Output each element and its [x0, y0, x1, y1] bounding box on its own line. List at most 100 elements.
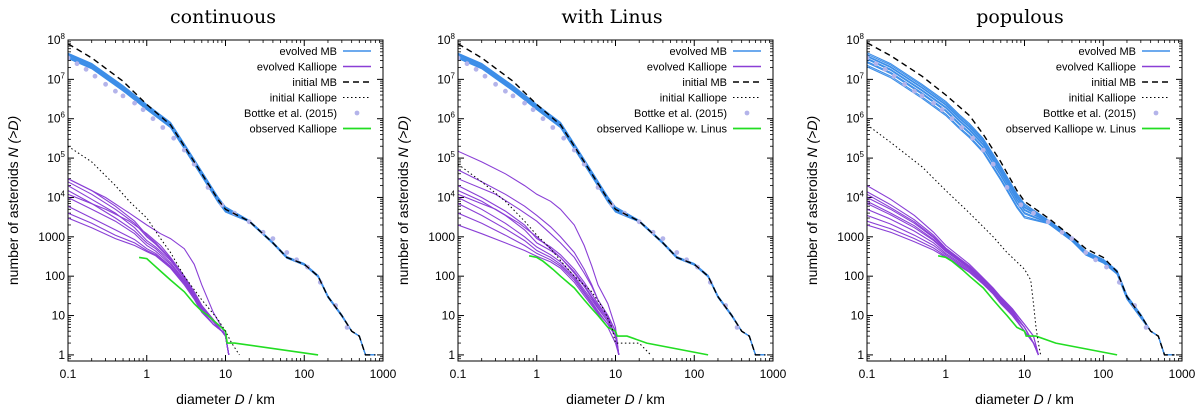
bottke-point: [867, 55, 870, 61]
observed-kalliope-line: [528, 255, 709, 356]
legend-item: initial Kalliope: [270, 93, 371, 105]
x-tick-label: 100: [1093, 367, 1113, 381]
y-axis-label: number of asteroids N (>D): [804, 116, 820, 285]
legend-item: evolved Kalliope: [647, 62, 761, 74]
evolved-kalliope-line: [867, 224, 1039, 356]
bottke-point: [931, 100, 936, 106]
evolved-kalliope-line: [867, 220, 1039, 356]
bottke-point: [939, 107, 945, 113]
legend-item: Bottke et al. (2015): [634, 108, 750, 120]
y-tick-label: 1000: [837, 230, 864, 244]
bottke-point: [132, 100, 138, 106]
legend-item: evolved Kalliope: [257, 62, 371, 74]
legend-item: evolved MB: [280, 46, 371, 58]
y-axis-label-variable: N (>D): [804, 116, 820, 158]
y-axis-label-variable: N (>D): [395, 116, 411, 158]
bottke-point: [919, 93, 925, 99]
y-tick-exponent: 4: [451, 189, 456, 198]
y-tick-base: 10: [47, 151, 61, 165]
initial-kalliope-line: [68, 145, 240, 356]
initial-mb-line: [458, 43, 766, 356]
x-tick-label: 1000: [760, 367, 787, 381]
bottke-point: [260, 229, 266, 235]
legend-label: initial MB: [682, 77, 727, 89]
legend-label: Bottke et al. (2015): [634, 108, 727, 120]
evolved-kalliope-line: [458, 178, 620, 355]
y-tick-base: 10: [437, 151, 451, 165]
x-axis-label-unit: / km: [248, 391, 274, 407]
y-tick-exponent: 8: [451, 32, 456, 41]
x-axis-label-variable: D: [624, 391, 634, 407]
y-tick-label: 108: [437, 32, 455, 47]
y-tick-label: 106: [846, 111, 864, 126]
legend-item: observed Kalliope w. Linus: [597, 124, 761, 136]
evolved-kalliope-line: [867, 208, 1039, 356]
plot-frame: [457, 39, 774, 362]
bottke-point: [1018, 202, 1024, 208]
x-axis-label-variable: D: [234, 391, 244, 407]
y-tick-label: 10: [851, 309, 865, 323]
bottke-point: [949, 116, 955, 122]
y-tick-base: 10: [47, 112, 61, 126]
y-tick-exponent: 4: [860, 189, 865, 198]
bottke-point: [1031, 210, 1036, 216]
initial-mb-line: [867, 42, 1175, 356]
evolved-kalliope-line: [458, 203, 620, 355]
plot-area: [867, 42, 1175, 356]
legend-label: evolved Kalliope: [647, 62, 727, 74]
bottke-point: [113, 88, 118, 94]
plot-frame: [866, 39, 1183, 362]
x-tick-label: 1: [942, 367, 949, 381]
y-axis-label-variable: N (>D): [5, 116, 21, 158]
y-tick-label: 1: [448, 348, 455, 362]
y-tick-label: 1: [58, 348, 65, 362]
y-tick-exponent: 6: [61, 111, 66, 120]
evolved-kalliope-line: [458, 193, 620, 355]
bottke-point: [464, 61, 470, 67]
x-axis-label-unit: / km: [1047, 391, 1073, 407]
legend-item: evolved MB: [1079, 46, 1170, 58]
x-tick-label: 10: [1018, 367, 1032, 381]
evolved-kalliope-line: [458, 185, 620, 355]
bottke-point: [68, 55, 71, 61]
legend-label: evolved MB: [1079, 46, 1136, 58]
y-tick-label: 104: [437, 189, 455, 204]
bottke-point: [493, 81, 498, 87]
legend-label: Bottke et al. (2015): [1043, 108, 1136, 120]
bottke-point: [482, 73, 488, 79]
legend-label: initial Kalliope: [660, 93, 727, 105]
x-tick-label: 0.1: [859, 367, 876, 381]
panel-continuous: continuous 0.1 1 10 100 10001101001000104105…: [5, 6, 397, 407]
evolved-kalliope-line: [68, 185, 230, 355]
bottke-point: [1059, 229, 1065, 235]
y-tick-label: 100: [844, 269, 864, 283]
x-axis-label: diameter D / km: [975, 391, 1074, 407]
y-tick-label: 1000: [38, 230, 65, 244]
evolved-kalliope-line: [458, 150, 620, 355]
y-tick-label: 1000: [428, 230, 455, 244]
evolved-kalliope-line: [867, 203, 1039, 356]
bottke-point: [970, 135, 976, 141]
legend-item: initial MB: [292, 77, 371, 89]
bottke-point: [1104, 264, 1109, 270]
y-tick-exponent: 8: [61, 32, 66, 41]
y-tick-exponent: 4: [61, 189, 66, 198]
bottke-point: [980, 147, 986, 153]
bottke-point: [140, 107, 146, 113]
evolved-mb-line: [867, 62, 1175, 356]
plot-area: [458, 43, 766, 356]
bottke-point: [891, 73, 897, 79]
x-tick-label: 1000: [370, 367, 397, 381]
bottke-point: [181, 147, 187, 153]
y-tick-base: 10: [437, 72, 451, 86]
evolved-kalliope-line: [867, 214, 1039, 356]
bottke-point: [120, 93, 126, 99]
bottke-point: [510, 93, 516, 99]
x-tick-label: 0.1: [450, 367, 467, 381]
bottke-point: [1045, 219, 1051, 225]
bottke-point: [74, 61, 80, 67]
y-tick-base: 10: [846, 72, 860, 86]
y-tick-label: 108: [846, 32, 864, 47]
legend-label: initial MB: [1091, 77, 1136, 89]
